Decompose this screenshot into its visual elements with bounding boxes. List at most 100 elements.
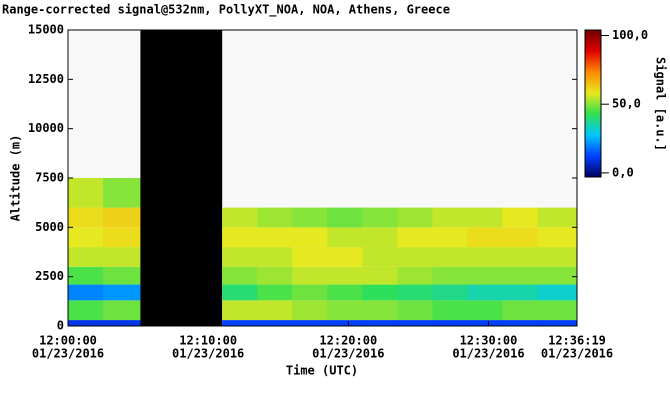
- heatmap-cell: [537, 300, 578, 321]
- heatmap-cell: [68, 320, 104, 326]
- heatmap-cell: [537, 284, 578, 301]
- y-tick-label: 5000: [35, 220, 64, 234]
- y-tick-label: 15000: [28, 23, 64, 37]
- x-tick-label: 12:00:00: [39, 334, 97, 348]
- heatmap-cell: [68, 266, 104, 285]
- heatmap-cell: [467, 320, 503, 326]
- heatmap-cell: [397, 207, 433, 228]
- heatmap-cell: [537, 247, 578, 267]
- heatmap-cell: [292, 300, 328, 321]
- y-tick-label: 12500: [28, 72, 64, 86]
- heatmap-cell: [397, 320, 433, 326]
- heatmap-cell: [68, 227, 104, 248]
- heatmap-cell: [68, 300, 104, 321]
- heatmap-cell: [68, 284, 104, 301]
- heatmap-cell: [327, 320, 363, 326]
- heatmap-cell: [103, 300, 141, 321]
- heatmap-cell: [362, 320, 398, 326]
- heatmap-cell: [432, 300, 468, 321]
- heatmap-cell: [467, 284, 503, 301]
- heatmap-cell: [432, 284, 468, 301]
- heatmap-cell: [362, 247, 398, 267]
- heatmap-cell: [292, 207, 328, 228]
- heatmap-cell: [103, 284, 141, 301]
- heatmap-cell: [292, 247, 328, 267]
- heatmap-cell: [222, 247, 258, 267]
- heatmap-cell: [397, 284, 433, 301]
- heatmap-cell: [362, 300, 398, 321]
- heatmap-cell: [222, 207, 258, 228]
- heatmap-cell: [327, 284, 363, 301]
- heatmap-cell: [327, 300, 363, 321]
- x-tick-label: 01/23/2016: [172, 347, 244, 361]
- heatmap-cell: [537, 320, 578, 326]
- heatmap-cell: [257, 247, 293, 267]
- heatmap-cell: [103, 266, 141, 285]
- heatmap-cell: [502, 266, 539, 285]
- x-tick-label: 12:20:00: [319, 334, 377, 348]
- heatmap-cell: [292, 266, 328, 285]
- heatmap-cell: [327, 207, 363, 228]
- heatmap-cell: [222, 284, 258, 301]
- heatmap-cell: [432, 266, 468, 285]
- y-tick-label: 0: [57, 319, 64, 333]
- heatmap-cell: [362, 266, 398, 285]
- heatmap-cell: [362, 284, 398, 301]
- heatmap-cell: [257, 320, 293, 326]
- x-tick-label: 01/23/2016: [452, 347, 524, 361]
- heatmap-cell: [222, 300, 258, 321]
- colorbar-tick-label: 100,0: [612, 28, 648, 42]
- colorbar-tick-label: 50,0: [612, 97, 641, 111]
- no-data-gap: [140, 30, 223, 326]
- heatmap-cell: [103, 227, 141, 248]
- heatmap-cell: [222, 227, 258, 248]
- x-tick-label: 12:10:00: [179, 334, 237, 348]
- y-tick-label: 2500: [35, 269, 64, 283]
- heatmap-cell: [292, 320, 328, 326]
- heatmap-cell: [537, 227, 578, 248]
- heatmap-cell: [502, 320, 539, 326]
- heatmap-cell: [502, 247, 539, 267]
- heatmap-cell: [68, 178, 104, 208]
- heatmap-cell: [222, 320, 258, 326]
- heatmap-cell: [502, 300, 539, 321]
- heatmap-cell: [257, 227, 293, 248]
- heatmap-cell: [257, 207, 293, 228]
- heatmap-cell: [432, 227, 468, 248]
- heatmap-cell: [257, 300, 293, 321]
- heatmap-cell: [327, 227, 363, 248]
- heatmap-cell: [292, 284, 328, 301]
- heatmap-cell: [467, 247, 503, 267]
- heatmap-cell: [68, 247, 104, 267]
- heatmap-cell: [222, 266, 258, 285]
- heatmap-cell: [103, 247, 141, 267]
- heatmap-cell: [257, 266, 293, 285]
- heatmap-cell: [537, 207, 578, 228]
- heatmap-cell: [103, 207, 141, 228]
- x-tick-label: 12:30:00: [460, 334, 518, 348]
- heatmap-cell: [467, 227, 503, 248]
- heatmap-cell: [502, 207, 539, 228]
- heatmap-cell: [103, 178, 141, 208]
- y-axis-label: Altitude (m): [9, 135, 23, 222]
- heatmap-cell: [327, 266, 363, 285]
- heatmap-cell: [432, 247, 468, 267]
- x-axis-label: Time (UTC): [286, 364, 358, 378]
- heatmap-cell: [432, 207, 468, 228]
- heatmap-cell: [537, 266, 578, 285]
- y-tick-label: 7500: [35, 171, 64, 185]
- colorbar-label: Signal [a.u.]: [654, 57, 668, 151]
- heatmap-cell: [68, 207, 104, 228]
- heatmap-cell: [467, 207, 503, 228]
- heatmap-cell: [327, 247, 363, 267]
- x-tick-label: 01/23/2016: [541, 347, 613, 361]
- heatmap-cell: [467, 300, 503, 321]
- heatmap-cell: [257, 284, 293, 301]
- x-tick-label: 01/23/2016: [32, 347, 104, 361]
- heatmap-cell: [397, 227, 433, 248]
- heatmap-cell: [362, 207, 398, 228]
- colorbar-tick-label: 0,0: [612, 165, 634, 179]
- heatmap-cell: [397, 247, 433, 267]
- colorbar: [584, 29, 602, 178]
